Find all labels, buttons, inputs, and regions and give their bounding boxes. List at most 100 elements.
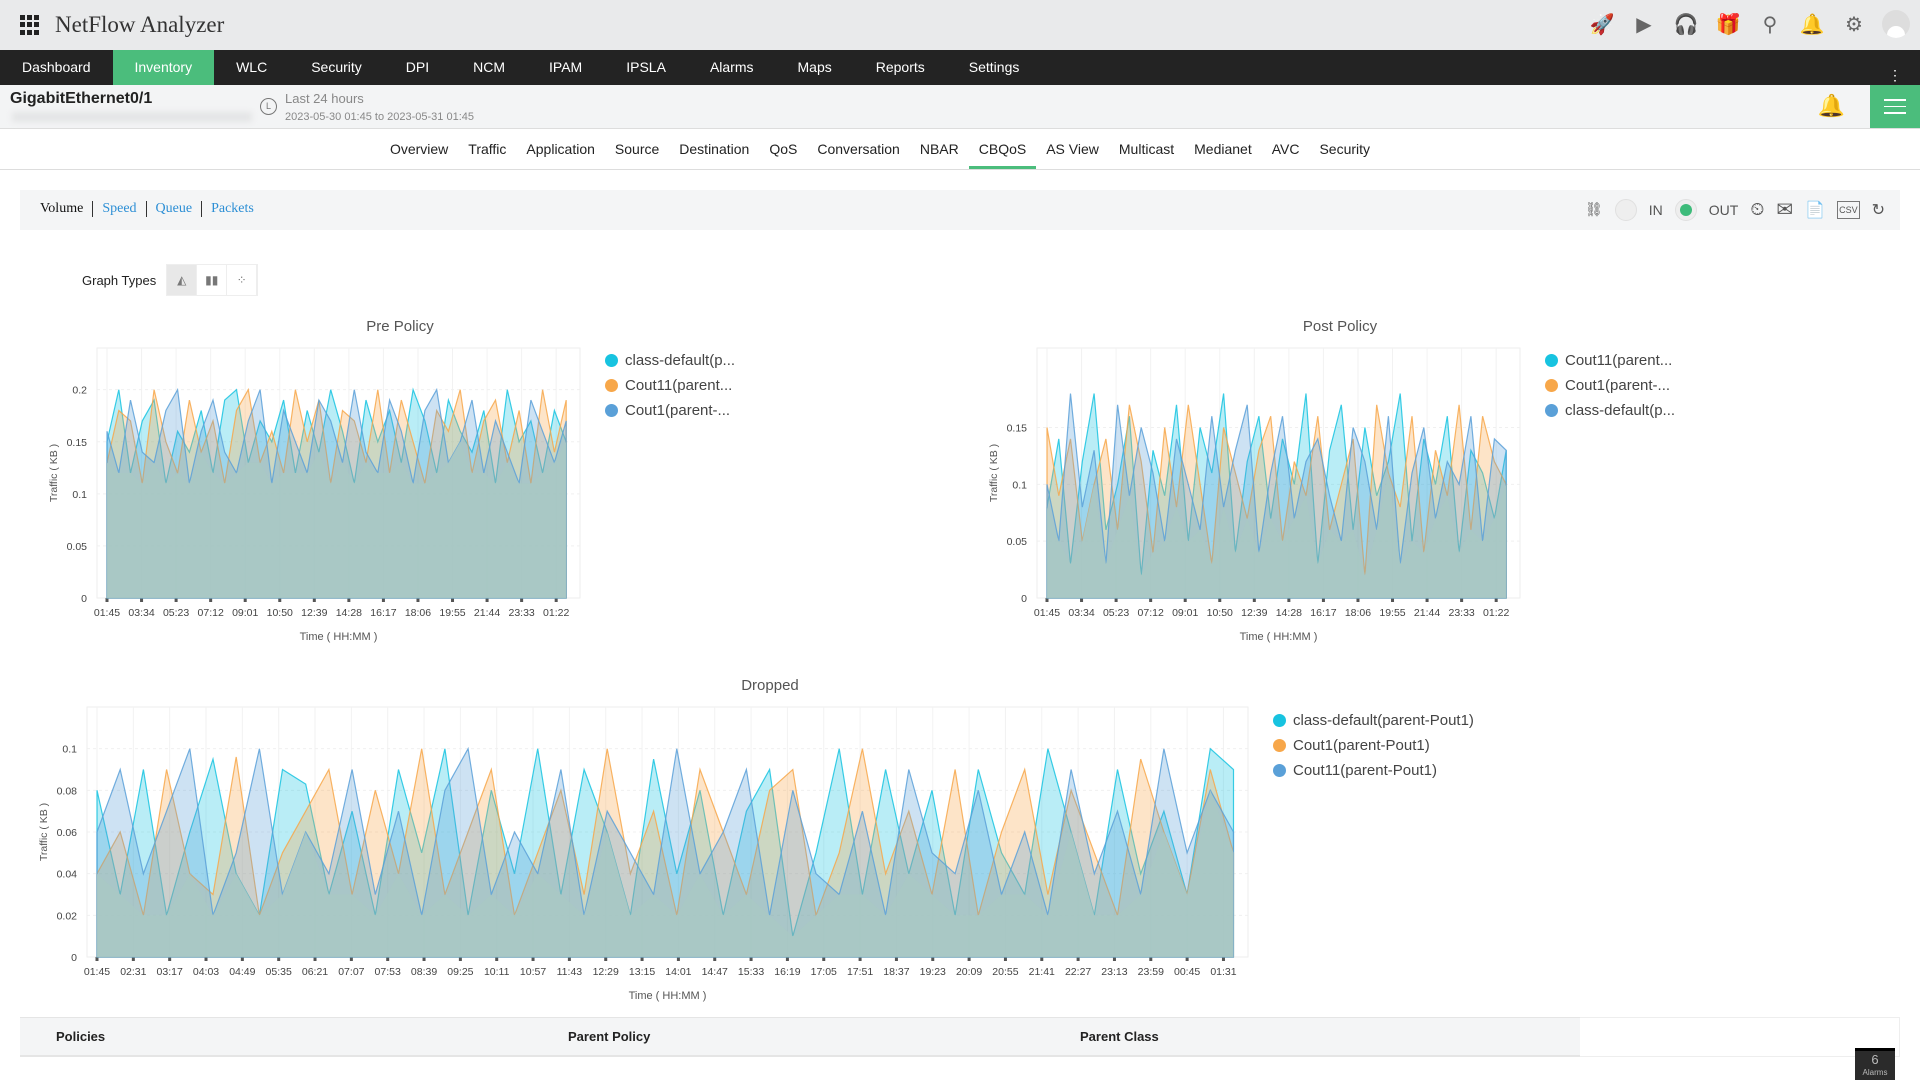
in-radio[interactable] <box>1614 198 1637 221</box>
rocket-icon[interactable]: 🚀 <box>1589 13 1615 36</box>
x-tick <box>640 957 644 961</box>
legend-item[interactable]: Cout1(parent-... <box>605 402 735 419</box>
tab-overview[interactable]: Overview <box>389 141 449 157</box>
legend-item[interactable]: Cout11(parent... <box>605 377 735 394</box>
nav-ipsla[interactable]: IPSLA <box>626 59 666 75</box>
x-tick <box>209 598 213 602</box>
legend-item[interactable]: class-default(p... <box>605 352 735 369</box>
pre-policy-title: Pre Policy <box>366 318 434 335</box>
csv-icon[interactable]: CSV <box>1837 200 1860 219</box>
schedule-icon[interactable]: ⏲ <box>1750 199 1765 219</box>
x-tick <box>1221 957 1225 961</box>
view-queue[interactable]: Queue <box>147 201 203 217</box>
nav-inventory[interactable]: Inventory <box>112 50 215 85</box>
pdf-icon[interactable]: 📄 <box>1805 201 1826 219</box>
y-tick-label: 0 <box>1021 593 1027 605</box>
x-tick <box>168 957 172 961</box>
x-tick-label: 07:07 <box>338 966 364 978</box>
x-tick <box>1460 598 1464 602</box>
x-tick <box>749 957 753 961</box>
legend-item[interactable]: class-default(parent-Pout1) <box>1273 712 1474 729</box>
x-tick-label: 09:25 <box>447 966 473 978</box>
tab-multicast[interactable]: Multicast <box>1118 141 1175 157</box>
bell-icon[interactable]: 🔔 <box>1799 13 1825 36</box>
x-tick <box>676 957 680 961</box>
nav-security[interactable]: Security <box>311 59 362 75</box>
hierarchy-icon[interactable]: ⛓ <box>1585 201 1603 217</box>
tab-application[interactable]: Application <box>526 141 595 157</box>
legend-item[interactable]: Cout1(parent-Pout1) <box>1273 737 1474 754</box>
x-tick-label: 10:50 <box>1207 607 1233 619</box>
hamburger-menu-button[interactable] <box>1870 85 1920 128</box>
scatter-chart-icon[interactable]: ⁘ <box>227 265 258 295</box>
area-chart-icon[interactable]: ◭ <box>167 265 198 295</box>
nav-ipam[interactable]: IPAM <box>549 59 583 75</box>
nav-dpi[interactable]: DPI <box>405 59 430 75</box>
x-tick <box>277 957 281 961</box>
tab-medianet[interactable]: Medianet <box>1194 141 1252 157</box>
gift-icon[interactable]: 🎁 <box>1715 13 1741 36</box>
nav-ncm[interactable]: NCM <box>473 59 506 75</box>
out-radio[interactable] <box>1674 198 1697 221</box>
app-grid-icon[interactable] <box>20 15 40 35</box>
legend-item[interactable]: Cout11(parent... <box>1545 352 1675 369</box>
alarms-badge[interactable]: 6 Alarms <box>1855 1048 1895 1080</box>
alarm-bell-icon[interactable]: 🔔 <box>1817 93 1845 118</box>
bar-chart-icon[interactable]: ▮▮ <box>197 265 228 295</box>
post-policy-title: Post Policy <box>1302 318 1378 335</box>
tab-avc[interactable]: AVC <box>1271 141 1300 157</box>
x-tick-label: 19:55 <box>439 607 465 619</box>
x-tick <box>1494 598 1498 602</box>
overlap-area <box>97 790 1234 957</box>
x-tick-label: 10:57 <box>520 966 546 978</box>
tab-traffic[interactable]: Traffic <box>468 141 507 157</box>
tab-source[interactable]: Source <box>614 141 660 157</box>
y-tick-label: 0.15 <box>1007 423 1028 435</box>
x-tick <box>1003 957 1007 961</box>
view-toggle: Volume Speed Queue Packets <box>40 201 263 217</box>
tab-as-view[interactable]: AS View <box>1046 141 1099 157</box>
time-period[interactable]: Last 24 hours <box>285 91 364 106</box>
app-title: NetFlow Analyzer <box>55 12 225 37</box>
col-parent-policy: Parent Policy <box>568 1029 651 1044</box>
x-tick <box>243 598 247 602</box>
x-tick-label: 15:33 <box>738 966 764 978</box>
view-speed[interactable]: Speed <box>93 201 147 217</box>
legend-item[interactable]: Cout1(parent-... <box>1545 377 1675 394</box>
nav-reports[interactable]: Reports <box>875 59 925 75</box>
more-options-icon[interactable]: ⋮ <box>1888 67 1902 83</box>
tab-security[interactable]: Security <box>1319 141 1371 157</box>
email-icon[interactable]: ✉ <box>1776 199 1794 221</box>
view-packets[interactable]: Packets <box>211 201 254 216</box>
nav-alarms[interactable]: Alarms <box>709 59 754 75</box>
tab-qos[interactable]: QoS <box>769 141 798 157</box>
x-tick-label: 03:34 <box>1068 607 1094 619</box>
x-tick-label: 03:17 <box>157 966 183 978</box>
view-volume[interactable]: Volume <box>40 201 94 217</box>
tab-cbqos[interactable]: CBQoS <box>968 129 1037 169</box>
search-icon[interactable]: ⚲ <box>1762 13 1778 36</box>
x-tick <box>105 598 109 602</box>
legend-item[interactable]: class-default(p... <box>1545 402 1675 419</box>
clock-icon[interactable]: L <box>260 98 277 115</box>
x-tick-label: 02:31 <box>120 966 146 978</box>
refresh-icon[interactable]: ↻ <box>1871 201 1885 219</box>
headset-icon[interactable]: 🎧 <box>1673 13 1699 36</box>
presentation-icon[interactable]: ▶ <box>1636 13 1652 36</box>
x-tick-label: 14:47 <box>702 966 728 978</box>
nav-maps[interactable]: Maps <box>797 59 832 75</box>
tab-destination[interactable]: Destination <box>679 141 750 157</box>
nav-wlc[interactable]: WLC <box>236 59 268 75</box>
x-tick <box>531 957 535 961</box>
gear-icon[interactable]: ⚙ <box>1845 13 1863 36</box>
x-tick-label: 22:27 <box>1065 966 1091 978</box>
tab-nbar[interactable]: NBAR <box>919 141 959 157</box>
x-tick-label: 07:53 <box>375 966 401 978</box>
legend-item[interactable]: Cout11(parent-Pout1) <box>1273 762 1474 779</box>
nav-dashboard[interactable]: Dashboard <box>22 59 91 75</box>
user-avatar-icon[interactable] <box>1882 10 1910 38</box>
x-tick <box>785 957 789 961</box>
y-tick-label: 0 <box>81 593 87 605</box>
tab-conversation[interactable]: Conversation <box>817 141 900 157</box>
nav-settings[interactable]: Settings <box>968 59 1020 75</box>
